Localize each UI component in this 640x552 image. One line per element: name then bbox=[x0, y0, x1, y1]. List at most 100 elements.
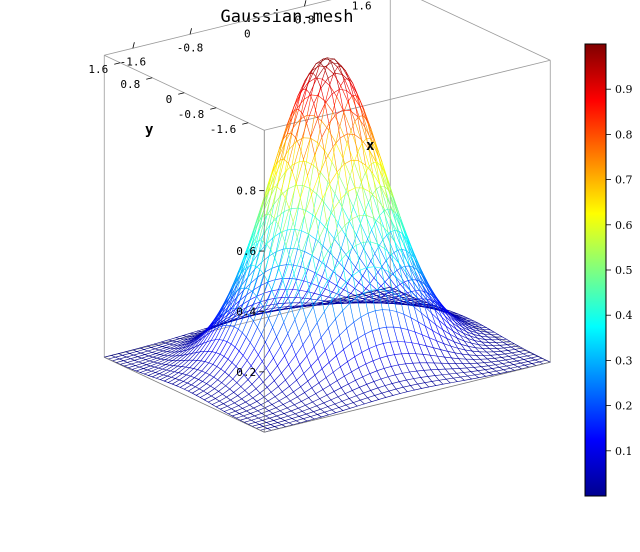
mesh-segment bbox=[226, 326, 235, 343]
mesh-segment bbox=[346, 133, 355, 135]
mesh-segment bbox=[224, 371, 230, 376]
mesh-segment bbox=[322, 245, 331, 254]
mesh-segment bbox=[326, 66, 334, 75]
mesh-segment bbox=[181, 341, 189, 346]
box-edge bbox=[420, 0, 551, 61]
mesh-segment bbox=[503, 346, 512, 349]
mesh-segment bbox=[167, 378, 176, 383]
mesh-segment bbox=[354, 288, 363, 294]
mesh-segment bbox=[375, 215, 380, 223]
mesh-segment bbox=[374, 395, 379, 400]
mesh-segment bbox=[467, 322, 476, 325]
mesh-segment bbox=[352, 399, 361, 403]
mesh-segment bbox=[276, 138, 284, 165]
mesh-segment bbox=[395, 276, 404, 284]
mesh-segment bbox=[215, 393, 223, 399]
mesh-segment bbox=[524, 364, 530, 368]
mesh-segment bbox=[342, 303, 351, 311]
mesh-segment bbox=[348, 245, 357, 252]
mesh-segment bbox=[443, 343, 448, 352]
mesh-segment bbox=[427, 300, 432, 314]
mesh-segment bbox=[426, 362, 432, 371]
mesh-segment bbox=[183, 336, 192, 340]
mesh-segment bbox=[264, 171, 273, 198]
mesh-segment bbox=[386, 197, 395, 214]
mesh-segment bbox=[182, 335, 188, 337]
mesh-segment bbox=[217, 379, 222, 384]
mesh-segment bbox=[522, 351, 531, 355]
mesh-segment bbox=[516, 359, 525, 362]
mesh-segment bbox=[191, 352, 197, 354]
mesh-segment bbox=[294, 410, 303, 415]
mesh-segment bbox=[254, 371, 260, 378]
mesh-segment bbox=[327, 406, 333, 411]
y-tick-label: -1.6 bbox=[210, 123, 237, 136]
mesh-segment bbox=[452, 376, 461, 379]
mesh-segment bbox=[492, 345, 498, 349]
mesh-segment bbox=[252, 268, 261, 293]
mesh-segment bbox=[308, 397, 313, 403]
mesh-segment bbox=[349, 299, 355, 302]
mesh-segment bbox=[374, 141, 380, 159]
mesh-segment bbox=[324, 280, 330, 290]
mesh-segment bbox=[266, 304, 271, 310]
mesh-segment bbox=[231, 405, 239, 410]
mesh-segment bbox=[143, 368, 148, 371]
mesh-segment bbox=[340, 85, 349, 103]
mesh-segment bbox=[284, 197, 290, 209]
mesh-segment bbox=[462, 363, 468, 369]
mesh-segment bbox=[522, 353, 528, 357]
mesh-segment bbox=[196, 328, 205, 332]
mesh-segment bbox=[246, 410, 251, 414]
mesh-segment bbox=[229, 290, 237, 311]
mesh-segment bbox=[417, 321, 426, 327]
mesh-segment bbox=[195, 390, 204, 396]
mesh-segment bbox=[195, 381, 203, 388]
mesh-segment bbox=[381, 267, 390, 273]
mesh-segment bbox=[318, 159, 327, 176]
mesh-segment bbox=[270, 424, 275, 427]
mesh-segment bbox=[177, 360, 186, 367]
mesh-segment bbox=[240, 273, 245, 288]
mesh-segment bbox=[327, 77, 333, 95]
mesh-segment bbox=[248, 243, 253, 260]
mesh-segment bbox=[342, 310, 347, 329]
mesh-segment bbox=[401, 252, 410, 266]
mesh-segment bbox=[214, 327, 219, 331]
mesh-segment bbox=[362, 187, 370, 192]
mesh-segment bbox=[305, 306, 314, 321]
mesh-segment bbox=[360, 316, 366, 335]
mesh-segment bbox=[283, 306, 289, 310]
mesh-segment bbox=[386, 355, 392, 367]
mesh-segment bbox=[306, 122, 311, 138]
mesh-segment bbox=[326, 57, 332, 63]
x-tick-mark bbox=[246, 14, 250, 21]
mesh-segment bbox=[487, 364, 496, 367]
mesh-segment bbox=[341, 250, 350, 260]
mesh-segment bbox=[459, 368, 464, 373]
x-tick-label: 1.6 bbox=[352, 0, 372, 12]
mesh-segment bbox=[382, 343, 388, 357]
mesh-segment bbox=[488, 372, 494, 376]
mesh-segment bbox=[277, 197, 286, 225]
mesh-segment bbox=[260, 182, 269, 208]
mesh-segment bbox=[360, 399, 365, 405]
mesh-segment bbox=[495, 342, 501, 346]
mesh-segment bbox=[250, 222, 259, 248]
mesh-segment bbox=[338, 158, 344, 176]
mesh-segment bbox=[333, 387, 342, 392]
mesh-segment bbox=[306, 355, 312, 367]
mesh-segment bbox=[295, 418, 304, 422]
mesh-segment bbox=[300, 253, 306, 273]
mesh-segment bbox=[122, 355, 127, 358]
mesh-segment bbox=[284, 355, 289, 365]
mesh-segment bbox=[272, 217, 278, 239]
mesh-segment bbox=[338, 89, 344, 111]
z-tick-label: 0.6 bbox=[236, 245, 256, 258]
mesh-segment bbox=[277, 297, 282, 305]
mesh-segment bbox=[404, 230, 409, 247]
mesh-segment bbox=[465, 326, 474, 330]
mesh-segment bbox=[130, 356, 138, 360]
mesh-segment bbox=[242, 404, 250, 409]
mesh-segment bbox=[370, 289, 379, 291]
